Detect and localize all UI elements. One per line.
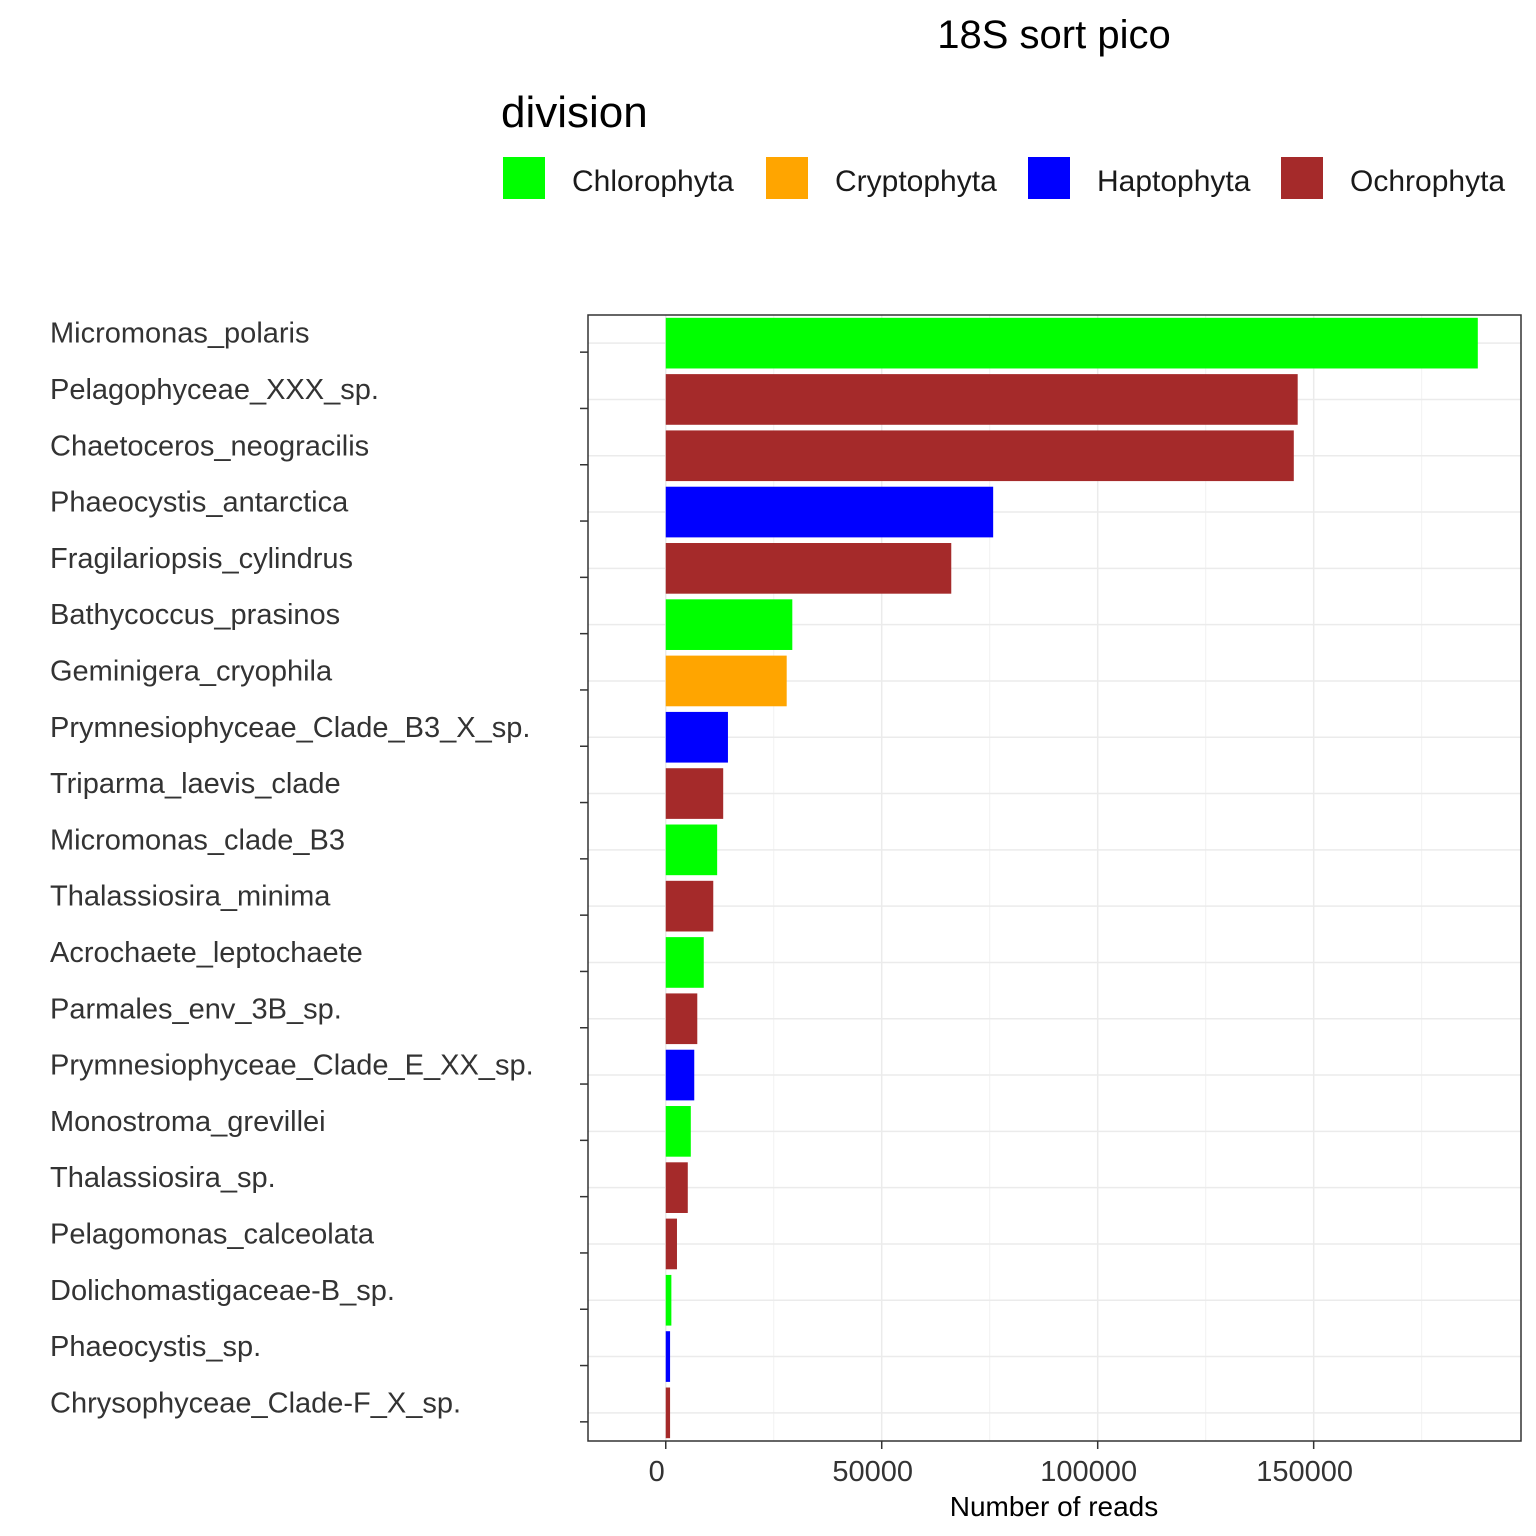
grid-lines (588, 315, 1521, 1441)
legend-label: Ochrophyta (1350, 165, 1505, 198)
x-tick-label: 100000 (1040, 1456, 1137, 1488)
x-tick-label: 0 (649, 1456, 665, 1488)
bar (665, 1106, 691, 1157)
bar (665, 880, 714, 932)
y-tick-label: Micromonas_clade_B3 (50, 824, 345, 856)
bar (665, 1331, 671, 1382)
y-tick-label: Micromonas_polaris (50, 318, 310, 350)
y-tick-label: Chrysophyceae_Clade-F_X_sp. (50, 1387, 461, 1419)
legend-key (1028, 157, 1070, 199)
y-tick-label: Bathycoccus_prasinos (50, 599, 340, 631)
y-tick-label: Prymnesiophyceae_Clade_E_XX_sp. (50, 1050, 534, 1082)
y-tick-label: Geminigera_cryophila (50, 655, 333, 687)
bar (665, 711, 728, 763)
y-tick-label: Phaeocystis_antarctica (50, 487, 349, 519)
legend-title: division (501, 88, 648, 137)
y-axis: Micromonas_polaris Pelagophyceae_XXX_sp. C… (50, 318, 588, 1423)
bar (665, 543, 952, 594)
bar (665, 1218, 677, 1270)
plot-panel-border (587, 314, 1522, 1442)
y-tick-label: Monostroma_grevillei (50, 1106, 326, 1138)
x-axis: 0 50000 100000 150000 (649, 1441, 1353, 1488)
y-tick-label: Fragilariopsis_cylindrus (50, 543, 353, 575)
bar (665, 599, 793, 650)
bar (665, 1162, 688, 1213)
legend-key (766, 157, 808, 199)
legend-label: Haptophyta (1097, 165, 1251, 198)
bar (665, 993, 698, 1045)
bar (665, 824, 718, 876)
y-tick-label: Acrochaete_leptochaete (50, 937, 363, 969)
bar (665, 317, 1478, 369)
y-tick-label: Thalassiosira_minima (50, 881, 331, 913)
x-axis-title: Number of reads (950, 1491, 1159, 1522)
y-tick-label: Dolichomastigaceae-B_sp. (50, 1275, 395, 1307)
x-tick-label: 150000 (1256, 1456, 1353, 1488)
legend-label: Cryptophyta (835, 165, 997, 198)
bar (665, 430, 1294, 482)
bar (665, 486, 994, 538)
y-tick-label: Phaeocystis_sp. (50, 1331, 261, 1363)
y-tick-label: Parmales_env_3B_sp. (50, 993, 342, 1025)
bar (665, 1049, 695, 1101)
bar (665, 937, 704, 988)
bars (665, 317, 1478, 1439)
y-tick-label: Pelagophyceae_XXX_sp. (50, 374, 379, 406)
x-tick-label: 50000 (832, 1456, 913, 1488)
y-tick-label: Pelagomonas_calceolata (50, 1218, 375, 1250)
bar (665, 1274, 672, 1326)
y-tick-label: Triparma_laevis_clade (50, 768, 341, 800)
legend: Chlorophyta Cryptophyta Haptophyta Ochrophy… (503, 157, 1505, 199)
y-tick-label: Thalassiosira_sp. (50, 1162, 276, 1194)
bar (665, 374, 1298, 425)
bar (665, 768, 724, 819)
legend-key (1281, 157, 1323, 199)
y-tick-label: Prymnesiophyceae_Clade_B3_X_sp. (50, 712, 530, 744)
chart-title: 18S sort pico (937, 13, 1170, 57)
legend-label: Chlorophyta (572, 165, 734, 198)
legend-key (503, 157, 545, 199)
bar (665, 655, 787, 707)
bar (665, 1387, 671, 1439)
y-tick-label: Chaetoceros_neogracilis (50, 430, 369, 462)
